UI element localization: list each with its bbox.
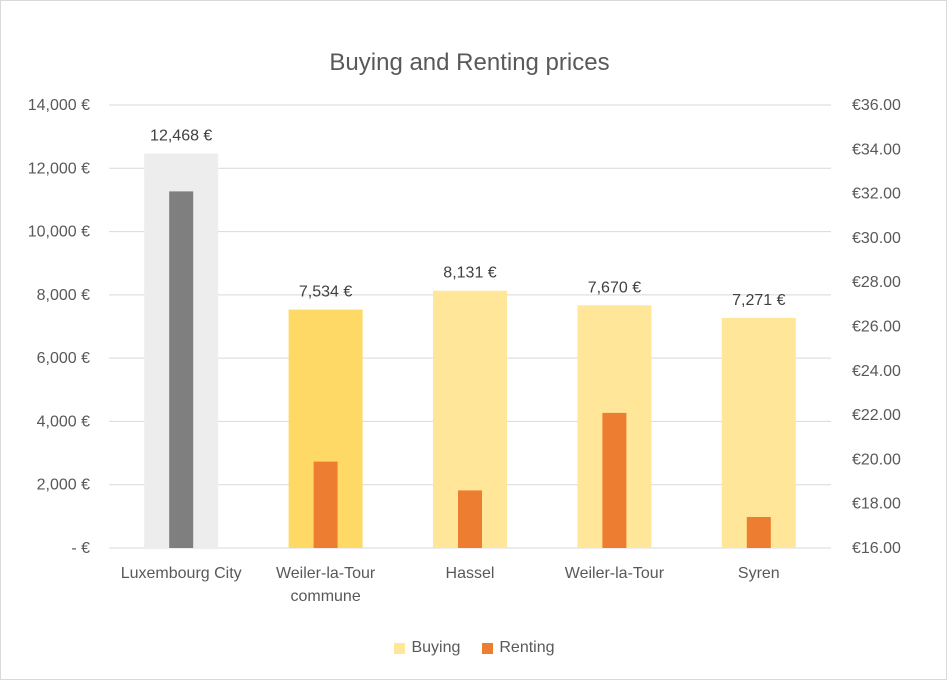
x-tick-label: Luxembourg City bbox=[121, 565, 242, 582]
y-right-tick-label: €24.00 bbox=[852, 363, 901, 380]
y-right-tick-label: €30.00 bbox=[852, 230, 901, 247]
legend-swatch-renting bbox=[482, 642, 494, 654]
x-tick-label: Weiler-la-Tour bbox=[565, 565, 665, 582]
bar-renting bbox=[169, 191, 194, 548]
y-right-tick-label: €36.00 bbox=[852, 97, 901, 114]
bar-renting bbox=[458, 490, 482, 548]
y-right-tick-label: €34.00 bbox=[852, 141, 901, 158]
y-right-tick-label: €32.00 bbox=[852, 186, 901, 203]
y-right-tick-label: €20.00 bbox=[852, 451, 901, 468]
chart-title: Buying and Renting prices bbox=[329, 49, 610, 76]
y-left-tick-label: 14,000 € bbox=[28, 97, 90, 114]
y-left-tick-label: 8,000 € bbox=[37, 287, 90, 304]
x-tick-label: Hassel bbox=[446, 565, 495, 582]
data-label-buying: 7,534 € bbox=[299, 284, 352, 301]
y-right-tick-label: €16.00 bbox=[852, 540, 901, 557]
bar-renting bbox=[313, 461, 338, 548]
bar-renting bbox=[602, 412, 627, 548]
legend-item-buying: Buying bbox=[394, 639, 460, 657]
bar-buying bbox=[721, 317, 796, 548]
y-left-tick-label: - € bbox=[71, 540, 90, 557]
y-left-tick-label: 10,000 € bbox=[28, 224, 90, 241]
y-left-tick-label: 4,000 € bbox=[37, 413, 90, 430]
data-label-buying: 7,271 € bbox=[732, 292, 785, 309]
x-tick-label: Syren bbox=[738, 565, 780, 582]
bar-renting bbox=[746, 516, 771, 548]
chart-legend: Buying Renting bbox=[1, 639, 947, 657]
legend-label-buying: Buying bbox=[411, 639, 461, 656]
y-right-tick-label: €22.00 bbox=[852, 407, 901, 424]
legend-label-renting: Renting bbox=[499, 639, 555, 656]
legend-swatch-buying bbox=[394, 642, 406, 654]
x-tick-label: Weiler-la-Tour commune bbox=[276, 565, 376, 605]
y-left-tick-label: 6,000 € bbox=[37, 350, 90, 367]
data-label-buying: 12,468 € bbox=[150, 127, 212, 144]
y-left-tick-label: 12,000 € bbox=[28, 160, 90, 177]
y-right-tick-label: €18.00 bbox=[852, 496, 901, 513]
y-left-tick-label: 2,000 € bbox=[37, 477, 90, 494]
y-right-tick-label: €26.00 bbox=[852, 319, 901, 336]
data-label-buying: 8,131 € bbox=[443, 265, 496, 282]
legend-item-renting: Renting bbox=[482, 639, 555, 657]
y-right-tick-label: €28.00 bbox=[852, 274, 901, 291]
data-label-buying: 7,670 € bbox=[588, 279, 641, 296]
